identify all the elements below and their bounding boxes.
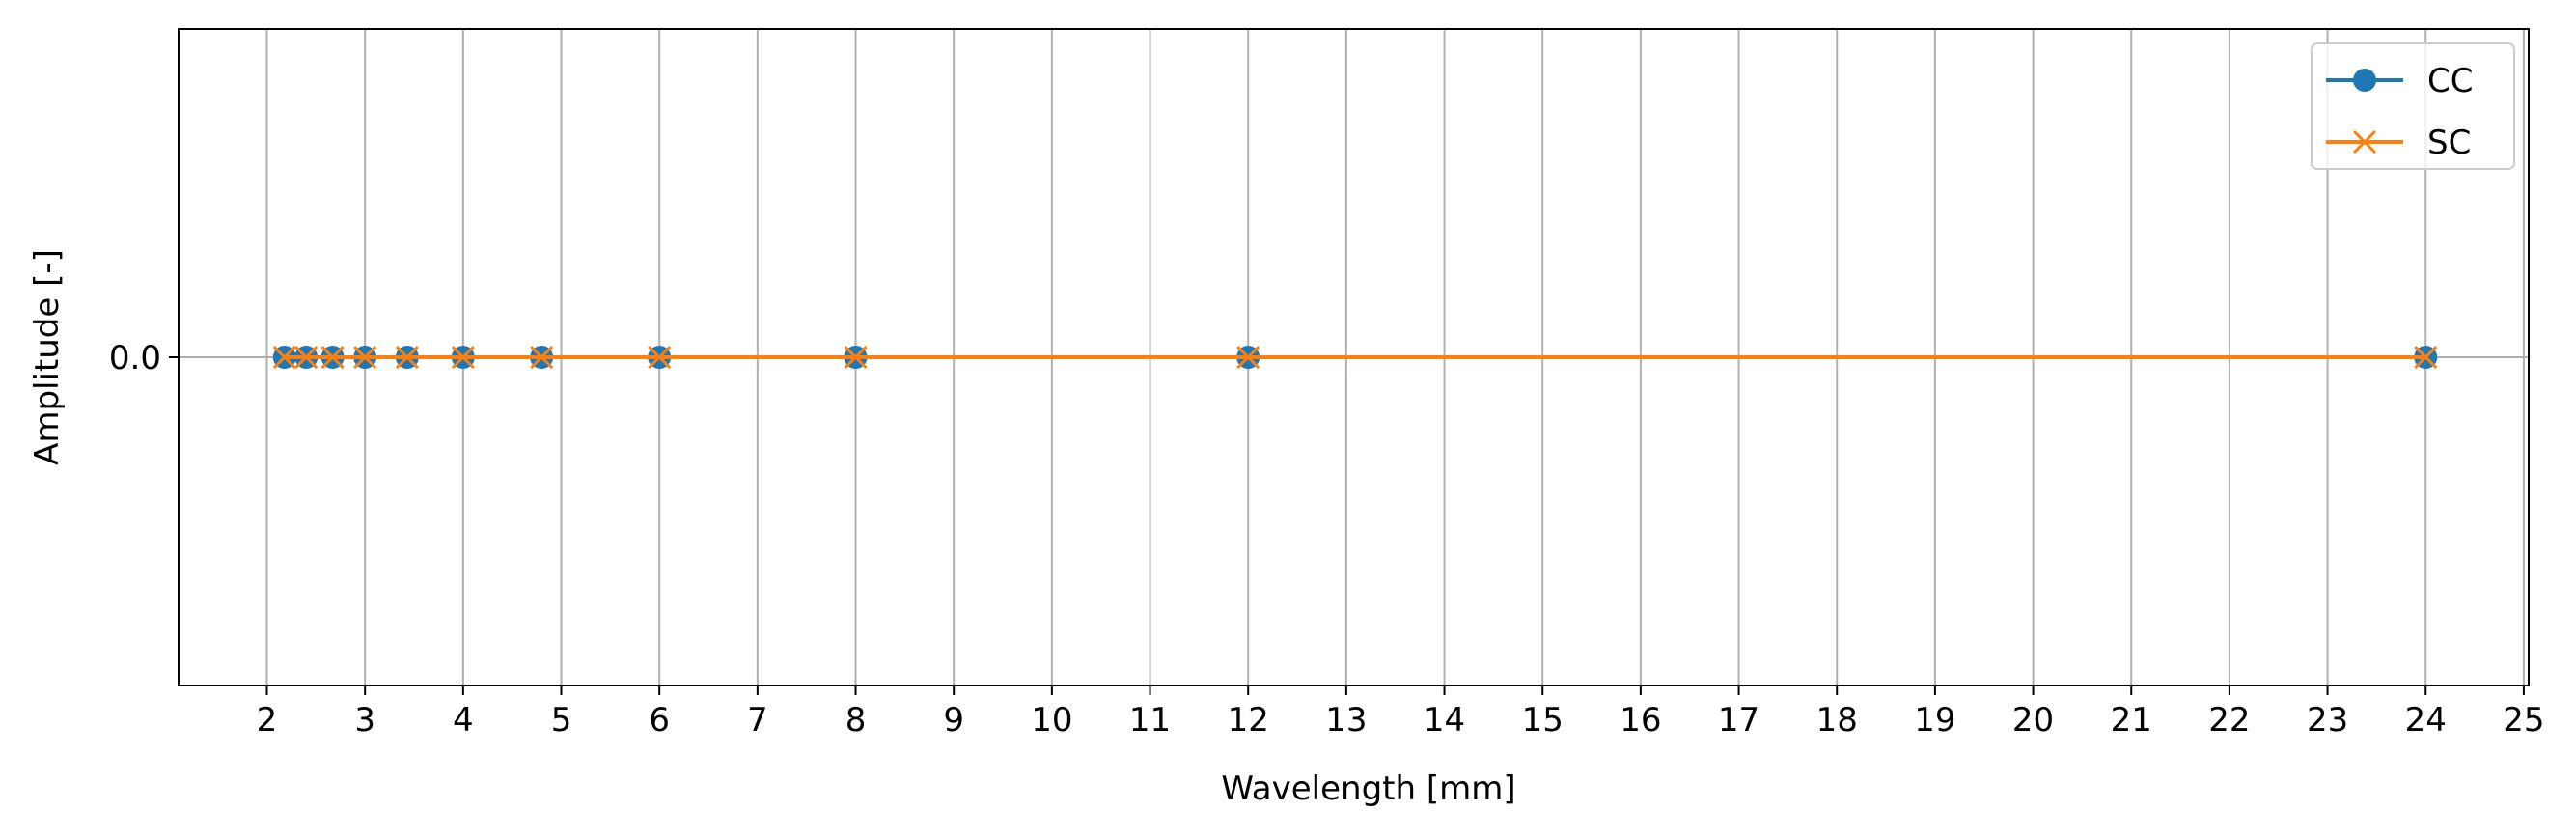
x-tick-label: 3 — [354, 701, 375, 740]
series-sc-point — [395, 345, 419, 370]
series-sc-point-stroke — [272, 345, 296, 370]
x-tick-label: 4 — [453, 701, 474, 740]
legend-item-sc-label: SC — [2427, 124, 2471, 162]
x-axis-label: Wavelength [mm] — [1221, 770, 1515, 808]
series-sc-point — [2414, 345, 2438, 370]
series-sc-point — [530, 345, 554, 370]
y-axis-label: Amplitude [-] — [28, 249, 67, 465]
x-tick-label: 16 — [1620, 701, 1661, 740]
series-sc-point — [353, 345, 377, 370]
series-sc-point-stroke — [2414, 345, 2438, 370]
x-tick-label: 12 — [1228, 701, 1269, 740]
series-sc-point — [451, 345, 475, 370]
series-sc-point-stroke — [1236, 345, 1260, 370]
x-tick-label: 11 — [1129, 701, 1171, 740]
series-sc-point-stroke — [530, 345, 554, 370]
x-tick-label: 18 — [1816, 701, 1858, 740]
x-tick-label: 8 — [845, 701, 867, 740]
x-axis-ticks: 2 3 4 5 6 7 8 9 10 11 12 13 14 15 16 17 18 19 20 21 22 23 24 25 — [257, 686, 2545, 740]
x-tick-label: 7 — [747, 701, 768, 740]
series-sc — [272, 345, 2438, 370]
x-tick-label: 24 — [2405, 701, 2447, 740]
x-tick-label: 15 — [1522, 701, 1564, 740]
series-sc-point — [648, 345, 672, 370]
x-tick-label: 14 — [1424, 701, 1465, 740]
x-tick-label: 9 — [943, 701, 964, 740]
series-sc-point-stroke — [844, 345, 868, 370]
series-sc-point-stroke — [648, 345, 672, 370]
series-sc-point-stroke — [395, 345, 419, 370]
series-sc-point-stroke — [451, 345, 475, 370]
legend-item-cc: CC — [2326, 62, 2473, 100]
series-sc-point — [320, 345, 345, 370]
series-sc-point-stroke — [294, 345, 319, 370]
x-tick-label: 13 — [1325, 701, 1367, 740]
legend-item-cc-point — [2353, 69, 2376, 92]
series-sc-point-stroke — [353, 345, 377, 370]
legend-item-sc: SC — [2326, 124, 2471, 162]
x-tick-label: 5 — [551, 701, 572, 740]
legend-item-sc-point-stroke — [2352, 129, 2377, 154]
legend-box — [2311, 42, 2515, 170]
series-sc-point-stroke — [320, 345, 345, 370]
x-tick-label: 25 — [2503, 701, 2544, 740]
x-tick-label: 2 — [257, 701, 278, 740]
series-layer — [272, 345, 2438, 370]
x-tick-label: 23 — [2307, 701, 2348, 740]
x-tick-label: 17 — [1718, 701, 1759, 740]
legend-item-cc-label: CC — [2427, 62, 2473, 100]
x-tick-label: 22 — [2208, 701, 2250, 740]
y-axis-ticks: 0.0 — [109, 339, 179, 378]
x-tick-label: 21 — [2111, 701, 2152, 740]
series-sc-point — [844, 345, 868, 370]
series-sc-point — [294, 345, 319, 370]
legend-item-sc-point — [2352, 129, 2377, 154]
x-tick-label: 20 — [2012, 701, 2054, 740]
x-tick-label: 10 — [1031, 701, 1072, 740]
y-tick-label: 0.0 — [109, 339, 161, 378]
x-tick-label: 19 — [1914, 701, 1955, 740]
series-sc-point — [272, 345, 296, 370]
x-tick-label: 6 — [649, 701, 670, 740]
legend: CC SC — [2311, 42, 2515, 170]
series-sc-point — [1236, 345, 1260, 370]
